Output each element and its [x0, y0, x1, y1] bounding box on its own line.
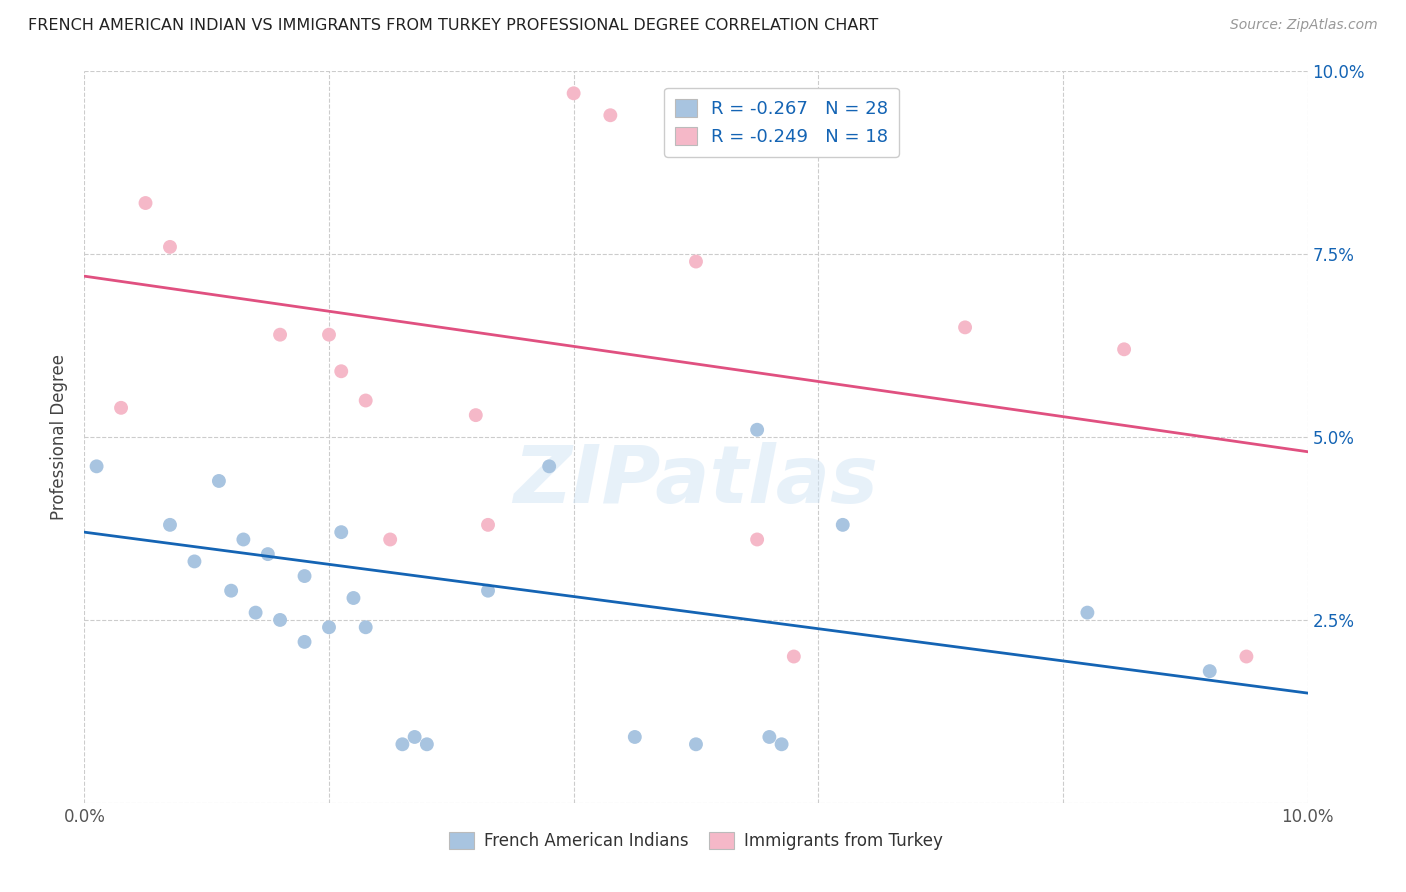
- Legend: French American Indians, Immigrants from Turkey: French American Indians, Immigrants from…: [443, 825, 949, 856]
- Point: [354, 393, 377, 408]
- Point: [330, 525, 353, 540]
- Point: [380, 533, 402, 547]
- Text: ZIPatlas: ZIPatlas: [513, 442, 879, 520]
- Point: [232, 533, 254, 547]
- Point: [770, 737, 793, 751]
- Point: [404, 730, 426, 744]
- Point: [477, 517, 499, 532]
- Point: [624, 730, 647, 744]
- Point: [110, 401, 132, 415]
- Point: [269, 613, 291, 627]
- Point: [257, 547, 280, 561]
- Point: [685, 254, 707, 268]
- Point: [294, 635, 316, 649]
- Point: [342, 591, 364, 605]
- Text: Source: ZipAtlas.com: Source: ZipAtlas.com: [1230, 18, 1378, 32]
- Point: [135, 196, 157, 211]
- Point: [1114, 343, 1136, 357]
- Point: [391, 737, 413, 751]
- Point: [1076, 606, 1098, 620]
- Point: [1198, 664, 1220, 678]
- Point: [269, 327, 291, 342]
- Point: [219, 583, 242, 598]
- Point: [1236, 649, 1258, 664]
- Point: [318, 620, 340, 634]
- Point: [953, 320, 976, 334]
- Y-axis label: Professional Degree: Professional Degree: [51, 354, 69, 520]
- Point: [562, 87, 585, 101]
- Point: [86, 459, 108, 474]
- Point: [208, 474, 231, 488]
- Point: [183, 554, 205, 568]
- Point: [685, 737, 707, 751]
- Point: [318, 327, 340, 342]
- Point: [159, 517, 181, 532]
- Point: [330, 364, 353, 378]
- Point: [747, 423, 769, 437]
- Point: [294, 569, 316, 583]
- Point: [354, 620, 377, 634]
- Point: [831, 517, 853, 532]
- Point: [477, 583, 499, 598]
- Point: [416, 737, 439, 751]
- Point: [783, 649, 806, 664]
- Point: [599, 108, 621, 122]
- Point: [245, 606, 267, 620]
- Text: FRENCH AMERICAN INDIAN VS IMMIGRANTS FROM TURKEY PROFESSIONAL DEGREE CORRELATION: FRENCH AMERICAN INDIAN VS IMMIGRANTS FRO…: [28, 18, 879, 33]
- Point: [464, 408, 486, 422]
- Point: [538, 459, 561, 474]
- Point: [159, 240, 181, 254]
- Point: [747, 533, 769, 547]
- Point: [758, 730, 780, 744]
